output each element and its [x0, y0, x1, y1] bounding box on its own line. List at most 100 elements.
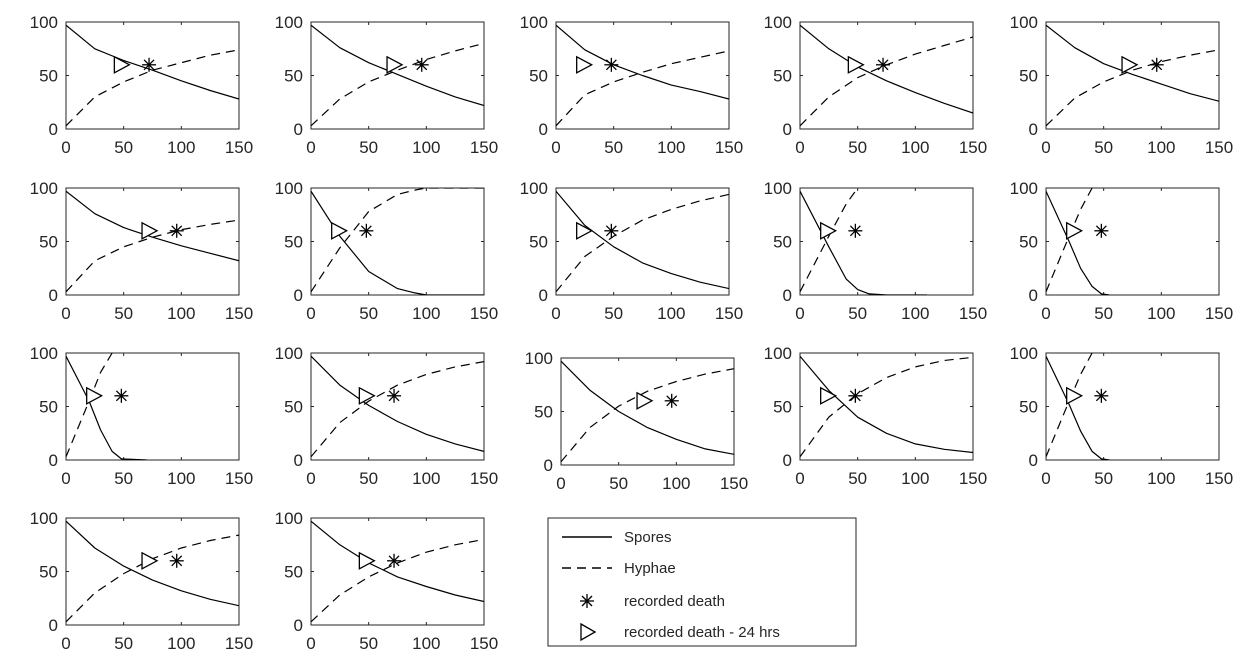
- x-tick-label: 50: [114, 138, 133, 157]
- y-tick-label: 50: [39, 67, 58, 86]
- x-tick-label: 100: [412, 469, 440, 488]
- y-tick-label: 50: [284, 563, 303, 582]
- axes-box: [310, 352, 485, 461]
- x-tick-label: 150: [959, 138, 987, 157]
- axes-box: [1045, 352, 1220, 461]
- legend-swatch-recorded-death: [580, 594, 594, 608]
- x-tick-label: 100: [657, 138, 685, 157]
- hyphae-line: [800, 356, 973, 458]
- axes-box: [555, 187, 730, 296]
- y-tick-label: 50: [529, 233, 548, 252]
- x-tick-label: 50: [359, 634, 378, 653]
- x-tick-label: 0: [556, 474, 565, 493]
- recorded-death-24-marker: [141, 551, 159, 570]
- y-tick-label: 50: [773, 398, 792, 417]
- x-tick-label: 150: [470, 304, 498, 323]
- panel-7: 0 50 100 150 0 50 100: [275, 179, 499, 323]
- x-tick-label: 150: [470, 469, 498, 488]
- hyphae-line: [1046, 49, 1219, 127]
- y-tick-label: 0: [783, 120, 792, 139]
- y-tick-label: 100: [520, 13, 548, 32]
- recorded-death-marker: [387, 553, 402, 568]
- y-tick-label: 0: [294, 286, 303, 305]
- recorded-death-24-marker: [141, 221, 159, 240]
- recorded-death-24-marker: [1066, 221, 1084, 240]
- recorded-death-24-marker: [820, 386, 838, 405]
- recorded-death-marker: [848, 388, 863, 403]
- y-tick-label: 0: [49, 120, 58, 139]
- axes-box: [310, 517, 485, 626]
- spores-line: [800, 355, 973, 454]
- x-tick-label: 150: [1205, 138, 1233, 157]
- axes-box: [65, 187, 240, 296]
- panel-10: 0 50 100 150 0 50 100: [1010, 179, 1234, 323]
- hyphae-line: [311, 42, 484, 127]
- recorded-death-marker: [1094, 388, 1109, 403]
- recorded-death-24-marker: [113, 55, 131, 74]
- x-tick-label: 0: [306, 138, 315, 157]
- recorded-death-24-marker: [1066, 386, 1084, 405]
- panel-14: 0 50 100 150 0 50 100: [764, 344, 988, 488]
- x-tick-label: 0: [795, 304, 804, 323]
- axes-box: [1045, 21, 1220, 130]
- axes-box: [65, 21, 240, 130]
- y-tick-label: 100: [30, 509, 58, 528]
- legend-label-hyphae: Hyphae: [624, 560, 676, 577]
- panel-16: 0 50 100 150 0 50 100: [30, 509, 254, 653]
- y-tick-label: 50: [529, 67, 548, 86]
- x-tick-label: 0: [61, 469, 70, 488]
- spores-line: [1046, 24, 1219, 102]
- legend: Spores Hyphae recorded death recorded de…: [547, 517, 857, 647]
- axes-box: [799, 21, 974, 130]
- x-tick-label: 0: [306, 634, 315, 653]
- y-tick-label: 50: [1019, 67, 1038, 86]
- spores-line: [800, 24, 973, 114]
- x-tick-label: 100: [901, 469, 929, 488]
- y-tick-label: 0: [1029, 286, 1038, 305]
- hyphae-line: [556, 193, 729, 293]
- y-tick-label: 0: [294, 451, 303, 470]
- legend-box: [547, 517, 857, 647]
- spores-line: [66, 355, 147, 460]
- legend-label-recorded-death-24: recorded death - 24 hrs: [624, 624, 780, 641]
- x-tick-label: 50: [604, 138, 623, 157]
- hyphae-line: [800, 188, 859, 293]
- y-tick-label: 50: [773, 67, 792, 86]
- spores-line: [66, 190, 239, 262]
- y-tick-label: 0: [539, 286, 548, 305]
- spores-line: [311, 24, 484, 107]
- panel-17: 0 50 100 150 0 50 100: [275, 509, 499, 653]
- recorded-death-marker: [414, 57, 429, 72]
- hyphae-line: [66, 353, 113, 458]
- y-tick-label: 100: [764, 13, 792, 32]
- legend-label-recorded-death: recorded death: [624, 593, 725, 610]
- x-tick-label: 0: [306, 304, 315, 323]
- x-tick-label: 50: [848, 469, 867, 488]
- spores-line: [1046, 355, 1110, 460]
- recorded-death-marker: [114, 388, 129, 403]
- y-tick-label: 0: [1029, 451, 1038, 470]
- x-tick-label: 150: [959, 469, 987, 488]
- x-tick-label: 100: [412, 304, 440, 323]
- y-tick-label: 100: [525, 349, 553, 368]
- x-tick-label: 100: [1147, 138, 1175, 157]
- legend-entry-recorded-death-24: recorded death - 24 hrs: [580, 622, 780, 642]
- x-tick-label: 150: [470, 634, 498, 653]
- x-tick-label: 0: [551, 138, 560, 157]
- spores-line: [556, 190, 729, 290]
- x-tick-label: 100: [167, 138, 195, 157]
- y-tick-label: 50: [284, 67, 303, 86]
- spores-line: [556, 24, 729, 100]
- recorded-death-marker: [604, 57, 619, 72]
- x-tick-label: 50: [114, 634, 133, 653]
- panel-8: 0 50 100 150 0 50 100: [520, 179, 744, 323]
- x-tick-label: 150: [715, 304, 743, 323]
- x-tick-label: 0: [306, 469, 315, 488]
- x-tick-label: 150: [225, 469, 253, 488]
- recorded-death-24-marker: [358, 551, 376, 570]
- x-tick-label: 100: [412, 138, 440, 157]
- recorded-death-marker: [359, 223, 374, 238]
- recorded-death-24-marker: [386, 55, 404, 74]
- x-tick-label: 50: [609, 474, 628, 493]
